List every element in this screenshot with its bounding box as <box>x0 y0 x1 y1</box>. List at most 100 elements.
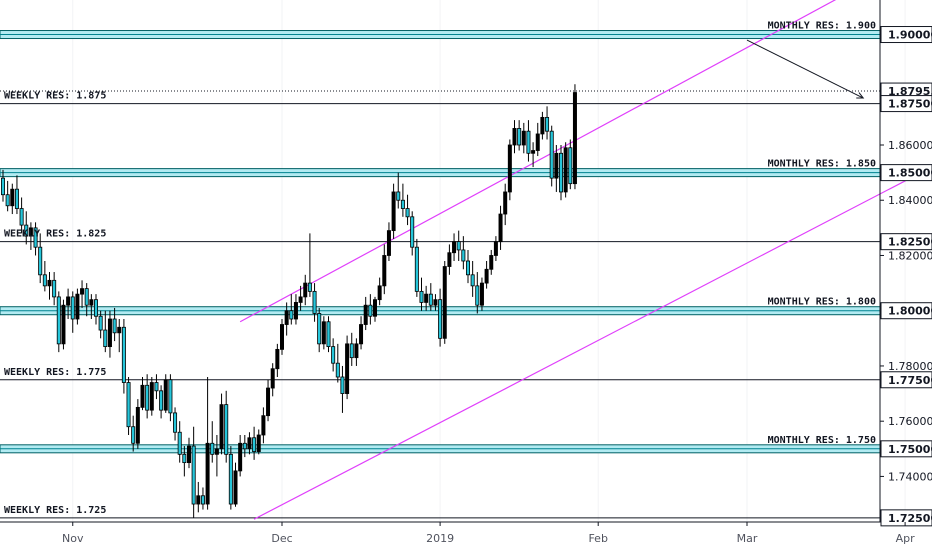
candle <box>396 172 401 209</box>
candle-body-down <box>465 260 470 276</box>
candle-body-down <box>549 130 554 179</box>
monthly-resistance-label: MONTHLY RES: 1.750 <box>768 435 876 446</box>
trend-channel[interactable] <box>239 0 932 520</box>
price-axis-tick-label: 1.74000 <box>888 470 932 483</box>
candle <box>526 120 531 162</box>
candle <box>470 261 475 297</box>
price-axis[interactable]: 1.90000 1.879531.87500 1.86000 1.85000 1.840… <box>880 26 932 527</box>
candle-body-up <box>359 324 364 345</box>
candle <box>126 377 131 435</box>
candle <box>14 175 19 215</box>
candle <box>442 261 447 344</box>
candle <box>410 211 415 256</box>
time-axis[interactable]: NovDec2019FebMarAprMayJun <box>62 522 932 545</box>
candle-body-up <box>61 304 66 345</box>
monthly-resistance-label: MONTHLY RES: 1.900 <box>768 21 876 32</box>
candle <box>145 374 150 419</box>
channel-upper-line[interactable] <box>239 0 840 323</box>
candle <box>521 122 526 154</box>
candle <box>372 296 377 322</box>
price-axis-label-box <box>880 302 932 320</box>
candle-body-up <box>563 147 568 193</box>
candle-body-up <box>256 434 261 452</box>
candle-body-down <box>242 442 247 450</box>
candle-body-up <box>279 324 284 350</box>
down-projection-arrow[interactable] <box>746 39 865 99</box>
candle <box>307 233 312 297</box>
price-axis-tick-label: 1.82500 <box>888 236 932 249</box>
candle-body-down <box>200 495 205 505</box>
candle-body-down <box>252 437 257 452</box>
candle <box>19 197 24 234</box>
candle <box>512 120 517 154</box>
candle-body-down <box>428 293 433 306</box>
candle-body-up <box>135 406 140 444</box>
candle <box>168 374 173 422</box>
candle-body-down <box>317 313 322 345</box>
candle-body-down <box>56 296 61 345</box>
candle <box>345 335 350 400</box>
candle-body-up <box>382 255 387 287</box>
candle-body-up <box>186 445 191 464</box>
projection-arrows[interactable] <box>746 39 932 101</box>
candle <box>303 274 308 306</box>
candle <box>163 374 168 413</box>
candle-body-down <box>14 188 19 209</box>
candle <box>5 180 10 212</box>
candle-body-down <box>112 318 117 334</box>
candle <box>56 291 61 353</box>
candle-body-down <box>326 321 331 348</box>
candle <box>377 277 382 306</box>
candle-body-down <box>307 282 312 292</box>
candle <box>196 481 201 513</box>
candle-body-up <box>275 348 280 370</box>
price-axis-tick-label: 1.85000 <box>888 167 932 180</box>
candle <box>0 169 6 202</box>
candle-body-down <box>470 274 475 287</box>
candle <box>24 211 29 245</box>
candle <box>400 183 405 217</box>
candle <box>80 280 85 308</box>
candle <box>484 261 489 289</box>
candle-body-up <box>321 321 326 345</box>
candle-body-up <box>266 387 271 417</box>
candle-body-up <box>238 442 243 472</box>
candle <box>256 429 261 455</box>
candle <box>540 111 545 140</box>
candle <box>205 377 210 510</box>
candle-body-down <box>84 288 89 306</box>
candle-body-down <box>94 299 99 317</box>
candle-body-down <box>159 390 164 411</box>
candle-body-down <box>414 246 419 292</box>
candle-body-down <box>19 208 24 226</box>
time-axis-tick-label: Mar <box>737 532 758 545</box>
candle-body-down <box>154 382 159 392</box>
candle <box>452 233 457 261</box>
candle <box>247 432 252 455</box>
candle <box>489 249 494 275</box>
candle <box>131 415 136 452</box>
candle <box>545 106 550 140</box>
candle-body-up <box>80 288 85 295</box>
channel-lower-line[interactable] <box>253 94 932 520</box>
candle-body-up <box>107 318 112 348</box>
candle-body-down <box>461 249 466 262</box>
candle <box>121 319 126 394</box>
candle-body-up <box>531 150 536 154</box>
candle-body-up <box>447 252 452 267</box>
candle-body-up <box>247 437 252 450</box>
candle <box>405 194 410 226</box>
candle <box>331 338 336 372</box>
candle <box>535 122 540 157</box>
candle <box>568 139 573 190</box>
candle-body-up <box>28 227 33 237</box>
candle-body-down <box>0 177 6 196</box>
price-axis-label-box <box>880 95 932 113</box>
candle <box>572 84 577 190</box>
price-axis-label-box <box>880 371 932 389</box>
candle <box>517 120 522 151</box>
candle <box>298 285 303 311</box>
weekly-resistance-label: WEEKLY RES: 1.775 <box>4 367 106 378</box>
candle <box>224 390 229 463</box>
